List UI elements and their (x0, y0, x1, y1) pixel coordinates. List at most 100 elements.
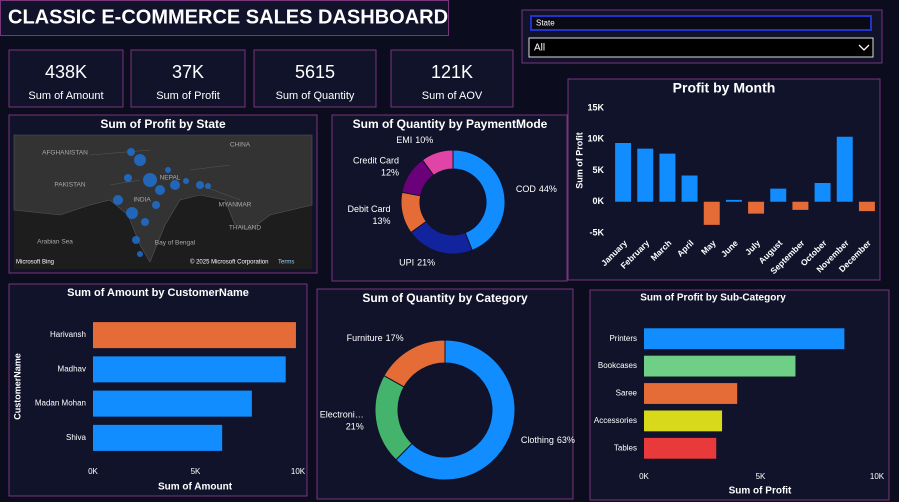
x-tick-label: 0K (88, 467, 98, 476)
y-tick-label: Harivansh (50, 330, 86, 339)
label-name: UPI (399, 258, 414, 268)
chart-title: Sum of Quantity by PaymentMode (353, 117, 548, 131)
x-tick-label: 5K (191, 467, 201, 476)
map-bubbles (113, 148, 211, 257)
bar (703, 201, 720, 225)
label-value: 13% (373, 216, 391, 226)
label-name: EMI (396, 136, 412, 146)
kpi-value: 121K (431, 62, 473, 82)
land (13, 134, 313, 263)
map-place: NEPAL (160, 175, 181, 182)
kpi-label: Sum of Amount (28, 90, 103, 102)
chart-title: Sum of Profit by Sub-Category (640, 293, 786, 304)
chart-title: Profit by Month (673, 80, 776, 96)
bar (748, 201, 765, 214)
label-name: Debit Card (348, 204, 391, 214)
data-label: UPI 21% (399, 258, 435, 268)
y-tick-label: 0K (592, 196, 604, 206)
slicer-dropdown[interactable] (528, 37, 874, 58)
kpi-label: Sum of Quantity (276, 90, 355, 102)
kpi-card (8, 49, 124, 108)
chart-panel (589, 289, 890, 501)
label-value: 63% (557, 435, 575, 445)
chart-panel (331, 114, 568, 282)
y-tick-label: Madhav (58, 364, 86, 373)
bar (792, 201, 809, 210)
label-value: 21% (417, 258, 435, 268)
map-place: THAILAND (229, 225, 261, 232)
map-place: Arabian Sea (37, 239, 73, 246)
borders (89, 149, 241, 201)
map-place: AFGHANISTAN (42, 150, 88, 157)
bar (93, 390, 252, 417)
bar (644, 328, 845, 350)
x-axis-title: Sum of Profit (729, 486, 792, 497)
data-label: Clothing 63% (521, 435, 575, 445)
slicer-value[interactable]: All (534, 43, 545, 54)
chart-title: Sum of Amount by CustomerName (67, 287, 249, 299)
bar (858, 201, 875, 212)
bar (637, 148, 654, 202)
label-name: Clothing (521, 435, 554, 445)
title-panel (0, 0, 449, 36)
x-tick-label: 5K (756, 472, 766, 481)
bar (681, 175, 698, 202)
label-name: Credit Card (353, 156, 399, 166)
y-axis-title: Sum of Profit (574, 132, 584, 189)
bar (814, 183, 831, 202)
kpi-card (253, 49, 377, 108)
slicer-label: State (536, 19, 555, 28)
kpi-label: Sum of Profit (156, 90, 220, 102)
bar (659, 153, 676, 202)
map-place: CHINA (230, 142, 251, 149)
dropdown-chevron[interactable] (858, 44, 870, 51)
kpi-card (390, 49, 514, 108)
y-axis-title: CustomerName (12, 353, 22, 420)
kpi-label: Sum of AOV (422, 90, 483, 102)
donut-slice (383, 339, 446, 388)
y-tick-label: Shiva (66, 433, 87, 442)
label-value: 10% (415, 136, 433, 146)
y-tick-label: 15K (587, 102, 604, 112)
label-value: 12% (381, 168, 399, 178)
donut-slice (395, 339, 516, 481)
donut-slice (421, 149, 454, 177)
y-tick-label: Bookcases (598, 361, 637, 370)
x-tick-label: 10K (291, 467, 306, 476)
map-copyright: © 2025 Microsoft Corporation (190, 259, 268, 266)
data-label: Furniture 17% (347, 334, 404, 344)
x-axis-title: Sum of Amount (158, 482, 233, 493)
data-label: Electroni… 21% (320, 410, 364, 432)
label-value: 17% (386, 334, 404, 344)
kpi-value: 5615 (295, 62, 335, 82)
bar (644, 437, 717, 459)
y-tick-label: Madan Mohan (35, 399, 86, 408)
label-value: 44% (539, 184, 557, 194)
map-places: AFGHANISTAN PAKISTAN CHINA NEPAL INDIA MYANMA… (37, 142, 261, 247)
map-title: Sum of Profit by State (100, 117, 226, 131)
kpi-card (130, 49, 246, 108)
map-place: PAKISTAN (54, 182, 85, 189)
y-tick-label: Printers (609, 334, 637, 343)
bar (770, 188, 787, 202)
bar (615, 143, 632, 202)
data-label: COD 44% (516, 184, 557, 194)
y-tick-label: 10K (587, 134, 604, 144)
chart-title: Sum of Quantity by Category (362, 291, 528, 305)
label-name: COD (516, 184, 537, 194)
y-tick-label: Accessories (594, 416, 637, 425)
bar (644, 355, 796, 377)
x-tick-label: 0K (639, 472, 649, 481)
label-value: 21% (346, 422, 364, 432)
map-place: INDIA (133, 197, 151, 204)
data-label: Credit Card 12% (353, 156, 399, 178)
data-label: Debit Card 13% (348, 204, 391, 226)
map-terms[interactable]: Terms (278, 260, 294, 266)
map-place: MYANMAR (219, 202, 252, 209)
dashboard-title: CLASSIC E-COMMERCE SALES DASHBOARD (8, 6, 448, 28)
bar (93, 356, 286, 383)
y-tick-label: -5K (589, 227, 604, 237)
y-tick-label: 5K (592, 165, 604, 175)
